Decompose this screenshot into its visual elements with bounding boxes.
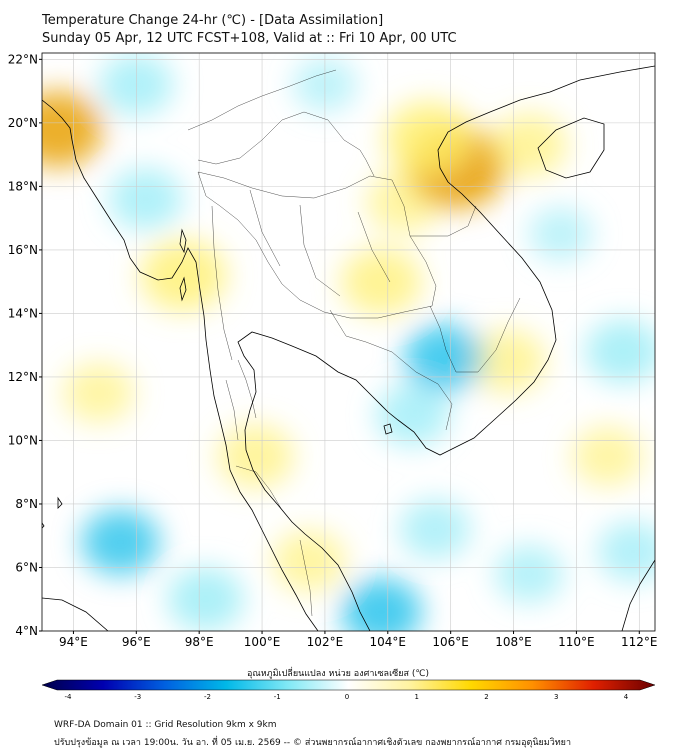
lat-label: 22°N [8,52,38,66]
lon-label: 96°E [122,635,151,649]
temperature-anomaly-0 [42,91,103,168]
temperature-anomaly-18 [81,509,160,576]
temperature-anomaly-9 [272,530,347,593]
temperature-anomaly-6 [341,247,422,316]
temperature-anomaly-21 [399,499,471,560]
footer-credit: ปรับปรุงข้อมูล ณ เวลา 19:00น. วัน อา. ที… [54,738,572,748]
andaman-islands [179,228,187,302]
temperature-anomaly-17 [597,521,655,582]
temperature-anomaly-11 [572,426,644,487]
colorbar-tick-label: 1 [415,693,419,701]
admin-boundaries [187,69,521,617]
temperature-anomaly-15 [376,384,450,447]
lat-label: 16°N [8,243,38,257]
lon-label: 98°E [185,635,214,649]
lat-label: 8°N [15,497,38,511]
mainland-coastline [42,65,655,631]
colorbar-tick-label: -4 [65,693,73,701]
phu-quoc-island [383,423,393,435]
temperature-anomaly-1 [140,239,227,312]
map-frame [41,52,656,632]
temperature-anomaly-8 [217,424,294,489]
map-title: Temperature Change 24-hr (℃) - [Data Ass… [42,13,384,28]
longitude-labels: 94°E 96°E 98°E 100°E 102°E 104°E 106°E 108°E 110… [59,631,658,649]
temperature-anomaly-16 [585,319,655,384]
temperature-anomaly-19 [167,567,244,631]
latitude-labels: 22°N 20°N 18°N 16°N 14°N 12°N 10°N 8°N 6°N 4°N [8,52,42,638]
temperature-anomaly-5 [491,113,568,178]
nicobar-islands [42,496,63,529]
colorbar-tick-label: 0 [345,693,349,701]
temperature-anomaly-23 [528,207,593,262]
lat-label: 20°N [8,116,38,130]
colorbar-tick-label: 3 [554,693,558,701]
map-subtitle: Sunday 05 Apr, 12 UTC FCST+108, Valid at… [42,31,457,46]
colorbar-tick-label: 2 [484,693,488,701]
lon-label: 104°E [370,635,407,649]
lat-label: 12°N [8,370,38,384]
lon-label: 94°E [59,635,88,649]
sumatra-coastline [42,597,109,631]
lon-label: 100°E [244,635,281,649]
lat-label: 6°N [15,560,38,574]
temperature-anomaly-14 [403,323,485,392]
colorbar-tick-label: -2 [204,693,211,701]
lon-label: 108°E [495,635,532,649]
lon-label: 102°E [307,635,344,649]
colorbar-tick-label: -1 [274,693,281,701]
colorbar-tick-label: -3 [134,693,141,701]
lat-label: 4°N [15,624,38,638]
lon-label: 110°E [558,635,595,649]
colorbar-ticks: -4 -3 -2 -1 0 1 2 3 4 [65,693,629,701]
colorbar-label: อุณหภูมิเปลี่ยนแปลง หน่วย องศาเซลเซียส (… [246,669,430,679]
graticule [42,53,655,631]
colorbar: -4 -3 -2 -1 0 1 2 3 4 [41,679,656,701]
temperature-anomaly-10 [62,362,135,423]
temperature-anomaly-20 [341,577,422,631]
footer-model-info: WRF-DA Domain 01 :: Grid Resolution 9km … [54,720,277,730]
colorbar-ramp [41,679,656,691]
temperature-anomaly-13 [108,168,183,231]
lat-label: 14°N [8,306,38,320]
lon-label: 112°E [621,635,658,649]
temperature-anomaly-22 [494,544,564,603]
borneo-coastline [621,559,655,631]
lon-label: 106°E [432,635,469,649]
temperature-anomaly-4 [384,101,473,176]
lat-label: 10°N [8,433,38,447]
hainan-coastline [537,117,605,179]
coastlines [42,65,655,631]
colorbar-tick-label: 4 [624,693,629,701]
lat-label: 18°N [8,179,38,193]
